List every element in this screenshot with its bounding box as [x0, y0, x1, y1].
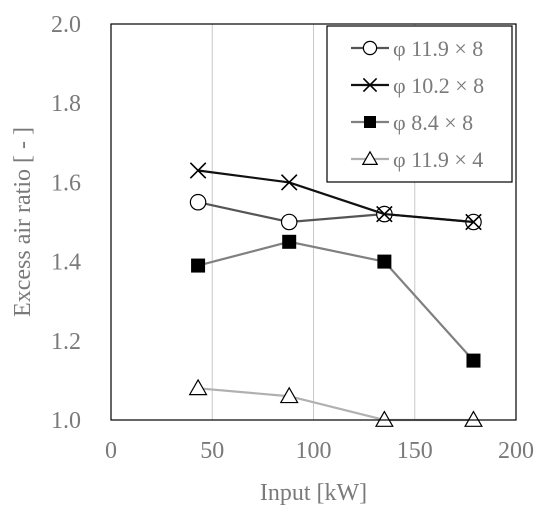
data-point-triangle — [361, 150, 379, 165]
x-marker-stroke — [376, 205, 393, 223]
data-point-triangle — [374, 410, 394, 427]
data-point-triangle — [279, 386, 299, 404]
series-1 — [189, 193, 482, 231]
series-line — [197, 169, 474, 224]
x-tick-label: 100 — [296, 438, 332, 464]
series-line — [197, 240, 475, 362]
series-layer — [188, 162, 483, 427]
x-tick-label: 200 — [498, 438, 534, 464]
legend-label: φ 10.2 × 8 — [393, 73, 484, 98]
x-marker-stroke — [189, 162, 207, 179]
y-tick-label: 1.6 — [51, 170, 81, 196]
series-line — [197, 387, 474, 422]
data-point-x — [280, 174, 298, 191]
legend-item: φ 11.9 × 4 — [351, 147, 483, 172]
y-tick-label: 1.8 — [51, 91, 81, 117]
legend-label: φ 8.4 × 8 — [393, 110, 473, 135]
legend-item: φ 11.9 × 8 — [351, 36, 483, 61]
data-point-square — [466, 353, 481, 368]
legend-label: φ 11.9 × 8 — [393, 36, 483, 61]
x-tick-label: 0 — [105, 438, 117, 464]
data-point-triangle — [188, 378, 208, 396]
y-tick-label: 2.0 — [51, 12, 81, 38]
series-2 — [189, 162, 482, 231]
data-point-triangle — [464, 410, 483, 427]
legend-box — [326, 25, 513, 183]
data-point-circle — [189, 193, 207, 211]
data-point-circle — [280, 213, 298, 231]
legend-label: φ 11.9 × 4 — [393, 147, 483, 172]
plot-frame — [110, 23, 517, 421]
data-point-square — [364, 116, 376, 128]
data-point-x — [465, 213, 482, 231]
data-point-x — [376, 205, 393, 223]
x-marker-stroke — [362, 77, 378, 93]
y-tick-label: 1.4 — [51, 250, 81, 276]
data-point-square — [282, 234, 297, 249]
data-point-square — [191, 258, 206, 273]
data-point-square — [377, 254, 392, 269]
data-point-x — [189, 162, 207, 179]
x-axis-label: Input [kW] — [260, 480, 367, 506]
legend: φ 11.9 × 8 φ 10.2 × 8 φ 8.4 × 8 φ 11.9 × 4 — [326, 25, 513, 183]
data-point-circle — [362, 40, 378, 56]
series-4 — [188, 378, 483, 427]
axes-layer — [110, 23, 517, 421]
legend-item: φ 10.2 × 8 — [351, 73, 484, 98]
x-tick-label: 150 — [397, 438, 433, 464]
tick-labels: 0 50 100 150 200 1.0 1.2 1.4 1.6 1.8 2.0 — [51, 12, 534, 464]
y-tick-label: 1.0 — [51, 408, 81, 434]
legend-item: φ 8.4 × 8 — [351, 110, 473, 135]
x-marker-stroke — [465, 213, 482, 231]
series-3 — [191, 234, 481, 368]
y-tick-label: 1.2 — [51, 329, 81, 355]
x-tick-label: 50 — [200, 438, 224, 464]
x-marker-stroke — [280, 174, 298, 191]
y-axis-label: Excess air ratio [ - ] — [10, 127, 36, 317]
data-point-x — [362, 77, 378, 93]
